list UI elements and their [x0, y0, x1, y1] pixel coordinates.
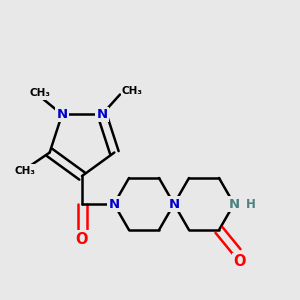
- Text: O: O: [234, 254, 246, 269]
- Text: CH₃: CH₃: [122, 86, 143, 97]
- Text: H: H: [246, 197, 256, 211]
- Text: N: N: [108, 197, 120, 211]
- Text: O: O: [76, 232, 88, 247]
- Text: CH₃: CH₃: [14, 166, 35, 176]
- Text: CH₃: CH₃: [29, 88, 50, 98]
- Text: N: N: [96, 108, 107, 121]
- Text: N: N: [168, 197, 180, 211]
- Text: N: N: [56, 108, 68, 121]
- Text: N: N: [228, 197, 240, 211]
